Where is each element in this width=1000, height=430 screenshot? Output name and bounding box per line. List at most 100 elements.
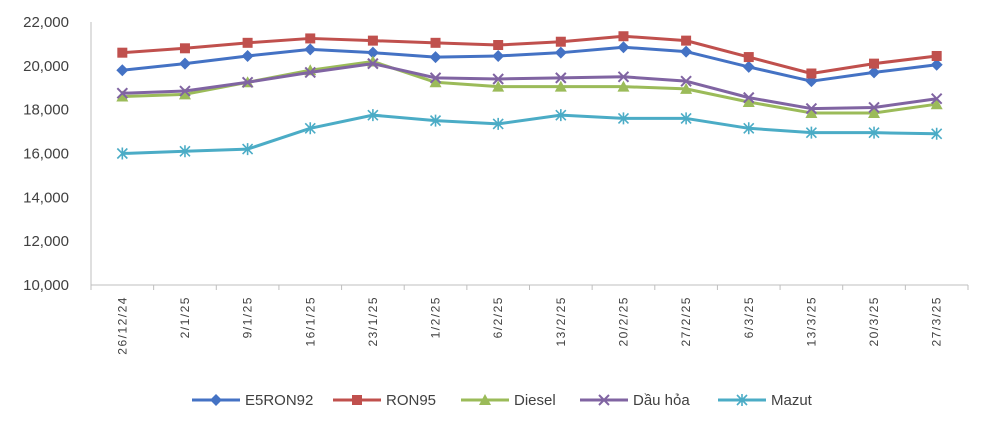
- x-tick-label: 23/1/25: [366, 296, 380, 347]
- x-tick-label: 9/1/25: [241, 296, 255, 338]
- x-axis-ticks: 26/12/24 2/1/25 9/1/25 16/1/25 23/1/25 1/2/25…: [115, 296, 943, 355]
- series-line: [122, 62, 937, 111]
- data-point: [930, 93, 943, 105]
- data-point: [179, 43, 190, 54]
- chart-series: [116, 31, 943, 160]
- series-line: [122, 113, 937, 155]
- x-tick-label: 13/2/25: [554, 296, 568, 347]
- data-point: [241, 49, 254, 62]
- legend-label: Dầu hỏa: [633, 392, 690, 409]
- y-tick-label: 10,000: [23, 277, 69, 294]
- x-tick-label: 27/3/25: [930, 296, 944, 347]
- data-point: [805, 102, 818, 115]
- x-tick-label: 16/1/25: [303, 296, 317, 347]
- data-point: [617, 71, 630, 83]
- x-tick-label: 13/3/25: [804, 296, 818, 347]
- data-point: [806, 68, 817, 79]
- y-tick-label: 14,000: [23, 189, 69, 206]
- series-ron95: [117, 31, 942, 79]
- data-point: [618, 31, 629, 42]
- data-point: [179, 145, 191, 158]
- data-point: [429, 76, 442, 88]
- data-point: [617, 41, 630, 54]
- data-point: [492, 49, 505, 62]
- data-point: [617, 80, 630, 92]
- legend-label: RON95: [386, 392, 436, 409]
- data-point: [367, 57, 379, 70]
- data-point: [366, 46, 379, 59]
- legend-marker: [479, 394, 491, 405]
- data-point: [492, 117, 504, 130]
- data-point: [429, 114, 442, 127]
- data-point: [492, 80, 505, 92]
- data-point: [492, 73, 504, 85]
- legend-marker: [736, 394, 748, 406]
- data-point: [367, 35, 378, 46]
- data-point: [429, 51, 442, 64]
- data-point: [555, 36, 566, 47]
- data-point: [868, 101, 880, 114]
- data-point: [116, 87, 129, 99]
- data-point: [493, 40, 504, 51]
- data-point: [930, 58, 943, 71]
- data-point: [179, 85, 191, 97]
- data-point: [805, 126, 817, 139]
- x-tick-label: 27/2/25: [679, 296, 693, 347]
- data-point: [868, 66, 881, 79]
- series-line: [122, 34, 937, 76]
- legend-label: Diesel: [514, 392, 556, 409]
- legend-item: E5RON92: [192, 392, 313, 409]
- y-axis-ticks: 10,000 12,000 14,000 16,000 18,000 20,000 22,0…: [23, 14, 69, 294]
- data-point: [743, 91, 755, 104]
- data-point: [743, 52, 754, 63]
- x-tick-label: 26/12/24: [115, 296, 129, 355]
- data-point: [680, 75, 692, 87]
- x-tick-label: 6/2/25: [491, 296, 505, 338]
- data-point: [743, 122, 755, 135]
- data-point: [805, 106, 818, 118]
- data-point: [742, 95, 755, 107]
- series-dầu-hỏa: [116, 57, 943, 115]
- legend-label: E5RON92: [245, 392, 313, 409]
- legend-marker: [598, 394, 610, 406]
- data-point: [868, 126, 880, 139]
- data-point: [555, 109, 567, 122]
- data-point: [242, 37, 253, 48]
- data-point: [367, 109, 379, 122]
- data-point: [742, 60, 755, 73]
- x-tick-label: 2/1/25: [178, 296, 192, 338]
- data-point: [680, 82, 693, 94]
- data-point: [554, 80, 567, 92]
- data-point: [869, 58, 880, 69]
- data-point: [178, 88, 191, 100]
- x-tick-label: 1/2/25: [429, 296, 443, 338]
- legend-item: Mazut: [718, 392, 813, 409]
- data-point: [430, 37, 441, 48]
- data-point: [116, 90, 129, 102]
- series-mazut: [116, 109, 943, 160]
- y-tick-label: 20,000: [23, 58, 69, 75]
- data-point: [554, 46, 567, 59]
- data-point: [116, 64, 129, 77]
- data-point: [429, 72, 442, 84]
- y-tick-label: 18,000: [23, 102, 69, 119]
- data-point: [931, 50, 942, 61]
- data-point: [178, 57, 191, 70]
- y-tick-label: 16,000: [23, 146, 69, 163]
- data-point: [680, 45, 693, 58]
- y-tick-label: 12,000: [23, 233, 69, 250]
- x-tick-label: 20/3/25: [867, 296, 881, 347]
- data-point: [931, 127, 943, 140]
- legend-item: RON95: [333, 392, 436, 409]
- chart-legend: E5RON92 RON95 Diesel Dầu hỏa Mazut: [192, 392, 813, 409]
- data-point: [304, 43, 317, 56]
- data-point: [304, 66, 316, 79]
- data-point: [242, 143, 254, 156]
- data-point: [555, 72, 567, 84]
- data-point: [868, 106, 881, 118]
- legend-item: Dầu hỏa: [580, 392, 690, 409]
- data-point: [617, 112, 630, 125]
- data-point: [680, 112, 692, 125]
- series-line: [122, 45, 937, 83]
